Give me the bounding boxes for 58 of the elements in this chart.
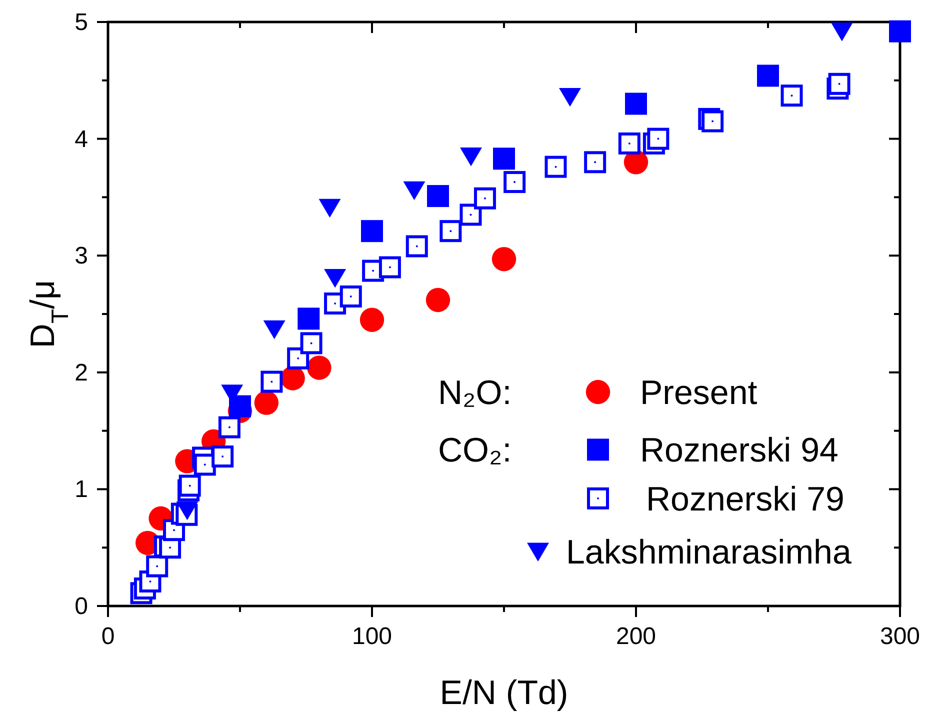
point — [492, 247, 516, 272]
point — [378, 256, 401, 278]
point — [361, 220, 383, 242]
annotation: N₂O: — [438, 374, 512, 412]
legend-label: Lakshminarasimha — [566, 534, 852, 572]
legend-label: Roznerski 79 — [646, 480, 844, 518]
point — [403, 181, 426, 200]
annotation: CO₂: — [438, 432, 512, 470]
point — [828, 72, 850, 95]
point — [176, 501, 198, 520]
x-axis-title: E/N (Td) — [440, 674, 568, 712]
point — [260, 370, 283, 393]
point — [647, 128, 670, 150]
point — [780, 84, 803, 107]
x-tick-label: 300 — [880, 623, 920, 650]
point — [493, 148, 515, 170]
point — [218, 416, 240, 438]
point — [318, 198, 341, 218]
point — [254, 390, 278, 415]
point — [559, 88, 581, 107]
legend-label: Roznerski 94 — [640, 432, 838, 470]
point — [298, 308, 320, 330]
point — [618, 132, 640, 154]
x-tick-label: 0 — [101, 623, 115, 650]
point — [324, 268, 346, 288]
point — [263, 320, 286, 340]
point — [427, 185, 449, 208]
point — [340, 285, 362, 308]
point — [702, 110, 724, 132]
point — [300, 332, 322, 354]
point — [307, 356, 332, 380]
point — [178, 474, 201, 497]
y-tick-label: 3 — [74, 242, 88, 270]
point — [406, 235, 428, 258]
x-tick-label: 100 — [352, 623, 392, 650]
point — [440, 220, 462, 242]
point — [146, 555, 168, 578]
point — [426, 288, 450, 312]
y-tick-label: 4 — [74, 126, 88, 153]
point — [889, 20, 911, 42]
point — [460, 204, 482, 226]
point — [625, 92, 647, 115]
point — [504, 171, 526, 194]
legend-label: Present — [640, 374, 758, 412]
point — [830, 22, 853, 42]
point — [757, 64, 779, 87]
y-tick-label: 0 — [74, 593, 88, 620]
point — [584, 151, 606, 174]
point — [212, 445, 234, 468]
y-tick-label: 5 — [74, 9, 88, 36]
y-tick-label: 2 — [74, 359, 88, 386]
point — [544, 156, 567, 178]
x-tick-label: 200 — [616, 623, 656, 650]
point — [460, 148, 482, 166]
point — [474, 187, 496, 210]
point — [360, 308, 384, 332]
point — [287, 347, 310, 370]
y-tick-label: 1 — [74, 476, 88, 504]
